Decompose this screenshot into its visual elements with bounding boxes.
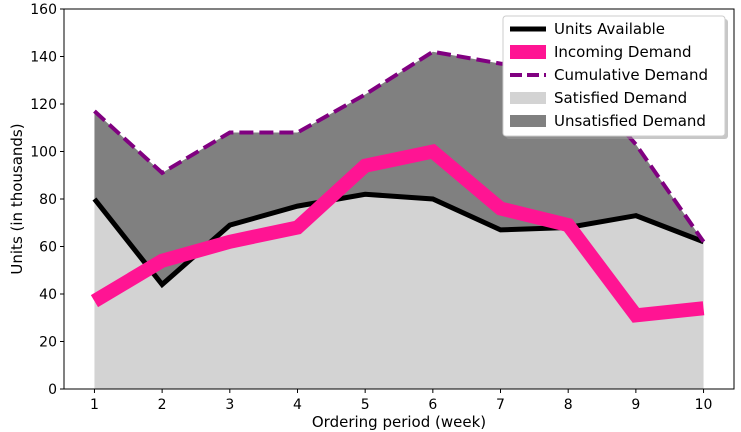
- x-tick-label: 4: [293, 397, 302, 413]
- y-tick-label: 40: [39, 287, 57, 303]
- y-axis: 0 20 40 60 80 100 120 140 160: [30, 2, 64, 398]
- legend-label-unsatisfied-demand: Unsatisfied Demand: [554, 112, 706, 130]
- x-tick-label: 6: [428, 397, 437, 413]
- legend-label-satisfied-demand: Satisfied Demand: [554, 89, 687, 107]
- x-tick-label: 8: [564, 397, 573, 413]
- y-tick-label: 0: [48, 382, 57, 398]
- x-axis: 1 2 3 4 5 6 7 8 9 10: [90, 389, 712, 413]
- legend-swatch-unsatisfied-demand: [510, 115, 546, 127]
- x-tick-label: 2: [158, 397, 167, 413]
- x-tick-label: 10: [695, 397, 713, 413]
- x-tick-label: 5: [361, 397, 370, 413]
- legend-label-incoming-demand: Incoming Demand: [554, 43, 692, 61]
- legend-swatch-satisfied-demand: [510, 92, 546, 104]
- y-tick-label: 80: [39, 192, 57, 208]
- x-tick-label: 7: [496, 397, 505, 413]
- x-tick-label: 9: [631, 397, 640, 413]
- legend-box: [502, 15, 726, 137]
- y-tick-label: 100: [30, 145, 57, 161]
- y-tick-label: 20: [39, 335, 57, 351]
- x-tick-label: 1: [90, 397, 99, 413]
- x-axis-label: Ordering period (week): [312, 413, 486, 431]
- y-tick-label: 140: [30, 50, 57, 66]
- legend: Units Available Incoming Demand Cumulative…: [502, 15, 728, 139]
- legend-label-units-available: Units Available: [554, 20, 665, 38]
- y-tick-label: 120: [30, 97, 57, 113]
- y-tick-label: 160: [30, 2, 57, 18]
- legend-label-cumulative-demand: Cumulative Demand: [554, 66, 708, 84]
- incoming-demand-line: [90, 143, 705, 323]
- y-axis-label: Units (in thousands): [8, 123, 26, 274]
- x-tick-label: 3: [225, 397, 234, 413]
- y-tick-label: 60: [39, 240, 57, 256]
